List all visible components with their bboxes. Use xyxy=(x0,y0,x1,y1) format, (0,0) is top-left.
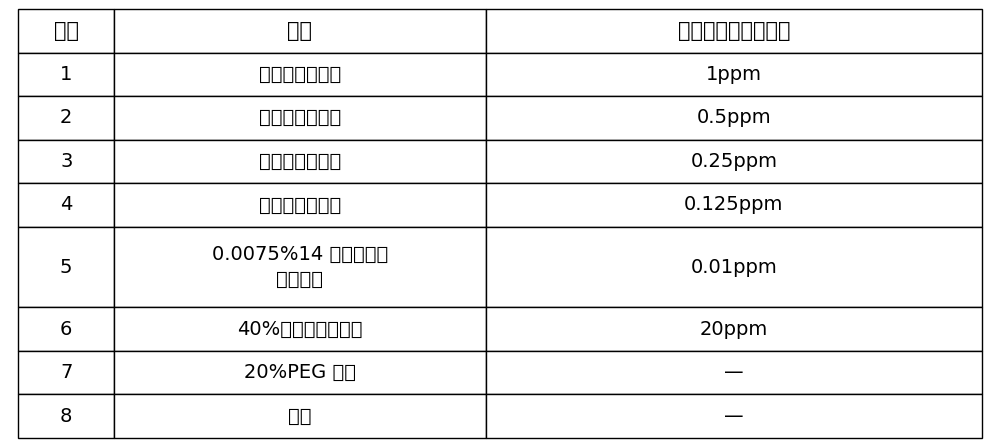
Bar xyxy=(18,96,114,139)
Bar xyxy=(486,139,982,183)
Bar xyxy=(114,395,486,438)
Bar xyxy=(114,308,486,351)
Bar xyxy=(486,308,982,351)
Bar xyxy=(486,351,982,395)
Bar xyxy=(486,183,982,227)
Text: 2: 2 xyxy=(60,108,72,127)
Text: 0.5ppm: 0.5ppm xyxy=(696,108,771,127)
Bar xyxy=(486,96,982,139)
Bar xyxy=(18,227,114,308)
Bar xyxy=(486,9,982,52)
Text: 3: 3 xyxy=(60,152,72,171)
Bar xyxy=(114,351,486,395)
Text: 4: 4 xyxy=(60,195,72,215)
Text: 0.125ppm: 0.125ppm xyxy=(684,195,783,215)
Text: 7: 7 xyxy=(60,363,72,382)
Text: 8: 8 xyxy=(60,407,72,426)
Bar xyxy=(18,351,114,395)
Text: 40%复合氨基酸粉剂: 40%复合氨基酸粉剂 xyxy=(237,320,363,339)
Bar xyxy=(18,308,114,351)
Bar xyxy=(18,183,114,227)
Bar xyxy=(18,9,114,52)
Text: 花粉多糖提取液: 花粉多糖提取液 xyxy=(259,65,341,84)
Text: 花粉多糖提取液: 花粉多糖提取液 xyxy=(259,108,341,127)
Text: 0.25ppm: 0.25ppm xyxy=(690,152,777,171)
Bar xyxy=(486,52,982,96)
Text: 20ppm: 20ppm xyxy=(700,320,768,339)
Bar xyxy=(486,395,982,438)
Text: 样品: 样品 xyxy=(287,21,312,41)
Bar xyxy=(18,139,114,183)
Text: 20%PEG 溶液: 20%PEG 溶液 xyxy=(244,363,356,382)
Text: 清水: 清水 xyxy=(288,407,312,426)
Text: 1: 1 xyxy=(60,65,72,84)
Text: —: — xyxy=(724,363,744,382)
Text: 稀释后花粉多糖浓度: 稀释后花粉多糖浓度 xyxy=(678,21,790,41)
Text: 花粉多糖提取液: 花粉多糖提取液 xyxy=(259,195,341,215)
Text: 0.0075%14 羟基芸苔素
甾醇水剂: 0.0075%14 羟基芸苔素 甾醇水剂 xyxy=(212,245,388,289)
Text: 6: 6 xyxy=(60,320,72,339)
Text: 1ppm: 1ppm xyxy=(706,65,762,84)
Bar xyxy=(114,9,486,52)
Text: —: — xyxy=(724,407,744,426)
Bar xyxy=(114,183,486,227)
Bar xyxy=(18,52,114,96)
Bar xyxy=(114,52,486,96)
Text: 5: 5 xyxy=(60,257,72,277)
Text: 编号: 编号 xyxy=(54,21,79,41)
Text: 花粉多糖提取液: 花粉多糖提取液 xyxy=(259,152,341,171)
Bar xyxy=(114,227,486,308)
Bar xyxy=(18,395,114,438)
Bar xyxy=(486,227,982,308)
Bar xyxy=(114,96,486,139)
Text: 0.01ppm: 0.01ppm xyxy=(690,257,777,277)
Bar xyxy=(114,139,486,183)
